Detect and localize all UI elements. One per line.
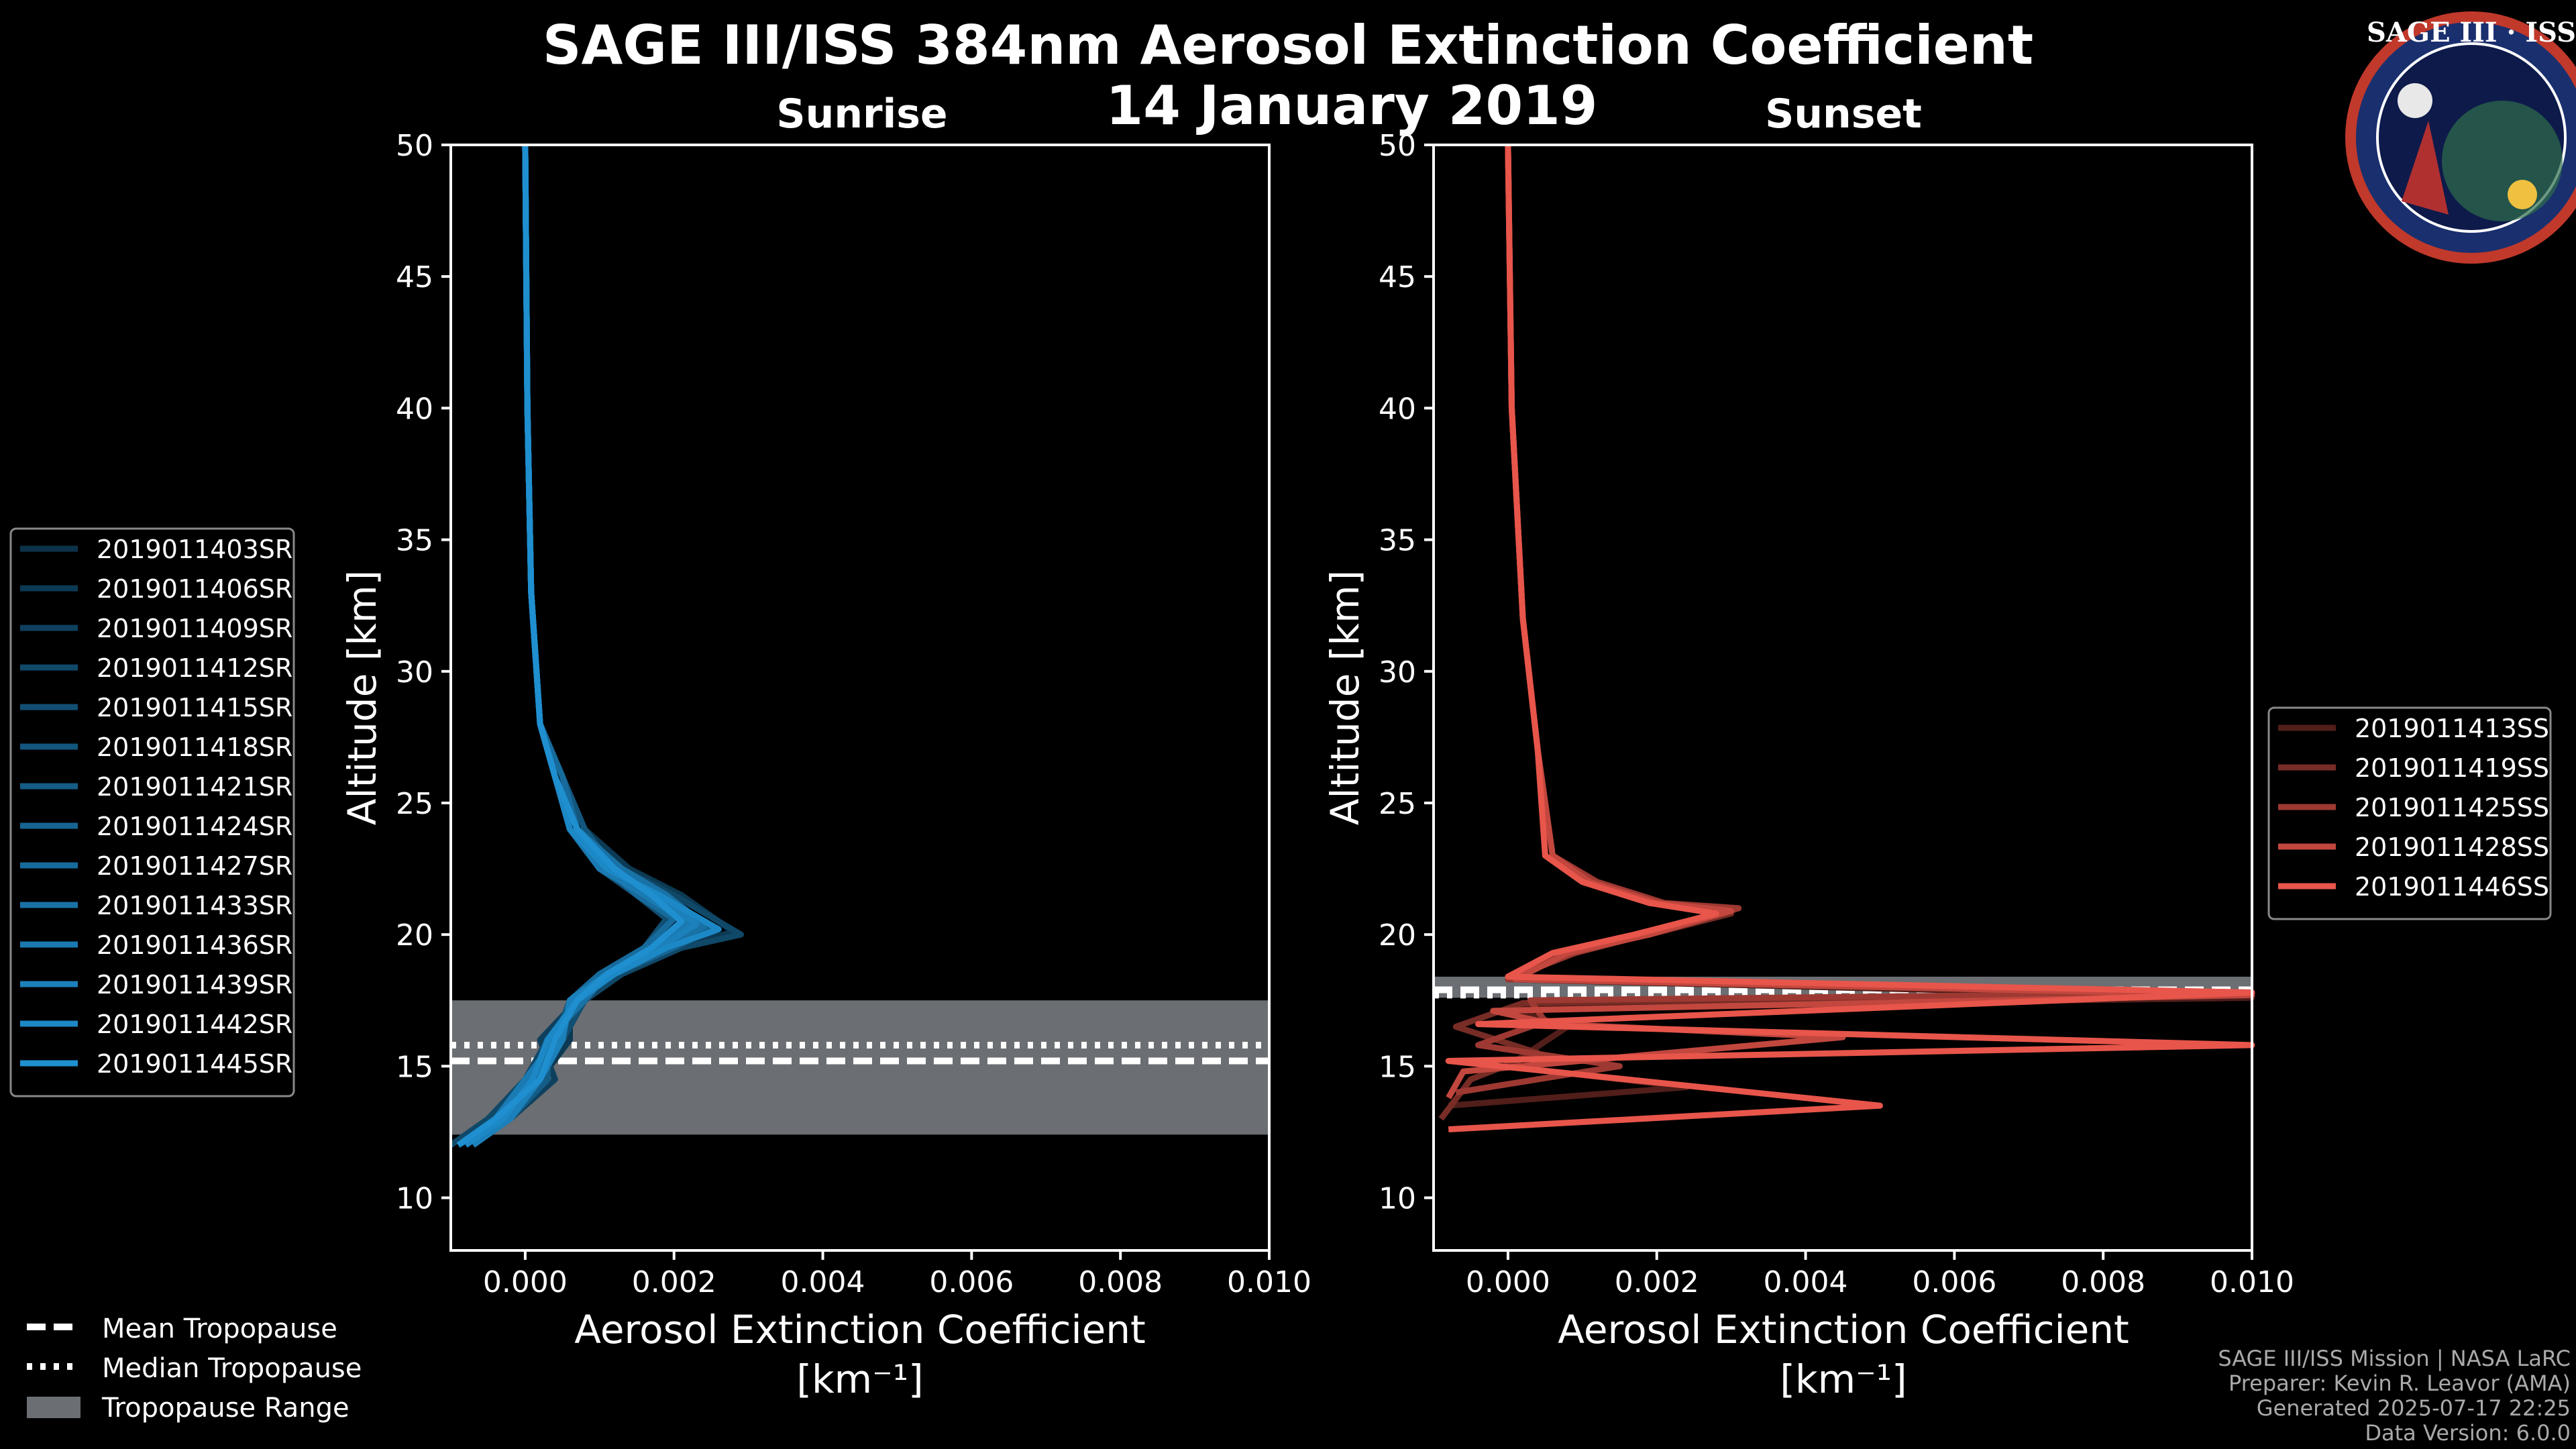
footer-version: Data Version: 6.0.0 [2365,1420,2571,1446]
sunrise-xtick-label: 0.008 [1078,1265,1163,1299]
sunset-xtick-label: 0.010 [2210,1265,2294,1299]
sunrise-xtick-label: 0.000 [483,1265,568,1299]
sunrise-xtick-label: 0.006 [929,1265,1014,1299]
sunrise-ytick-label: 25 [396,787,433,821]
sunset-ytick-label: 35 [1379,524,1416,558]
sunrise-xtick-label: 0.004 [781,1265,865,1299]
sunset-xtick-label: 0.008 [2061,1265,2145,1299]
sunset-legend: 2019011413SS 2019011419SS 2019011425SS 2019… [2267,706,2552,920]
sunset-legend-label: 2019011425SS [2355,793,2549,822]
sunrise-legend-label: 2019011415SR [97,693,292,722]
logo-top-text: SAGE III · ISS [2367,17,2576,48]
sunset-legend-label: 2019011428SS [2355,833,2549,862]
tropopause-range-label: Tropopause Range [101,1393,350,1424]
sunrise-legend-label: 2019011418SR [97,733,292,762]
sunset-plot-frame [1432,144,2253,1252]
sunrise-panel-title: Sunrise [776,91,947,138]
sunrise-legend-label: 2019011409SR [97,614,292,643]
sunrise-legend-label: 2019011433SR [97,891,292,920]
sunrise-x-axis-unit: [km⁻¹] [796,1356,923,1402]
figure-subtitle: 14 January 2019 [1106,74,1598,137]
sunrise-x-axis-label: Aerosol Extinction Coefficient [574,1307,1146,1352]
sunrise-legend-frame [9,527,295,1097]
sunrise-legend-label: 2019011421SR [97,772,292,802]
tropopause-range-swatch [27,1397,80,1418]
sunset-xtick-label: 0.006 [1912,1265,1996,1299]
sunrise-plot-frame [449,144,1271,1252]
figure-title: SAGE III/ISS 384nm Aerosol Extinction Co… [543,14,2033,76]
sunset-panel: Sunset 10 15 20 25 30 35 40 45 50 0.000 0.002 0.004… [1322,91,2294,1402]
sunrise-y-axis-label: Altitude [km] [339,570,385,825]
sunrise-ytick-label: 30 [396,655,433,690]
sunset-x-axis-unit: [km⁻¹] [1780,1356,1907,1402]
sunset-ytick-label: 15 [1379,1050,1416,1084]
sunset-xtick-label: 0.004 [1764,1265,1848,1299]
sunrise-xtick-label: 0.010 [1227,1265,1311,1299]
sage-iii-iss-logo: SAGE III · ISS [2345,11,2576,264]
sunrise-legend: 2019011403SR 2019011406SR 2019011409SR 2019… [9,527,295,1097]
sunset-x-axis-label: Aerosol Extinction Coefficient [1558,1307,2129,1352]
sunrise-legend-label: 2019011427SR [97,851,292,881]
sunrise-ytick-label: 35 [396,524,433,558]
sunset-legend-frame [2267,706,2552,920]
sunset-legend-label: 2019011413SS [2355,714,2549,743]
sunset-legend-label: 2019011446SS [2355,872,2549,902]
sunset-panel-title: Sunset [1765,91,1922,138]
footer-mission: SAGE III/ISS Mission | NASA LaRC [2218,1346,2571,1371]
sunrise-ytick-label: 10 [396,1182,433,1216]
sunset-ytick-label: 25 [1379,787,1416,821]
sunrise-legend-label: 2019011406SR [97,574,292,604]
sunrise-legend-label: 2019011403SR [97,535,292,564]
sunrise-tropopause-range [451,1000,1269,1135]
sunrise-legend-label: 2019011412SR [97,653,292,683]
sunset-xtick-label: 0.002 [1615,1265,1699,1299]
footer-preparer: Preparer: Kevin R. Leavor (AMA) [2229,1371,2571,1396]
sunrise-legend-label: 2019011445SR [97,1049,292,1079]
sunrise-ytick-label: 45 [396,260,433,294]
sunset-y-axis-label: Altitude [km] [1322,570,1368,825]
footer-generated: Generated 2025-07-17 22:25 [2257,1395,2571,1421]
tropopause-legend: Mean Tropopause Median Tropopause Tropop… [27,1313,362,1424]
sunrise-xtick-label: 0.002 [632,1265,716,1299]
mean-tropopause-label: Mean Tropopause [102,1313,337,1344]
sunrise-ytick-label: 15 [396,1050,433,1084]
sunrise-ytick-label: 50 [396,129,433,163]
sunset-ytick-label: 30 [1379,655,1416,690]
sunrise-ytick-label: 20 [396,918,433,953]
sunset-ytick-label: 40 [1379,392,1416,426]
sunrise-legend-label: 2019011424SR [97,812,292,841]
sunrise-legend-label: 2019011442SR [97,1010,292,1039]
sunset-ytick-label: 50 [1379,129,1416,163]
sunset-ytick-label: 10 [1379,1182,1416,1216]
sunrise-ytick-label: 40 [396,392,433,426]
sunset-xtick-label: 0.000 [1466,1265,1550,1299]
sunset-profile-2019011446SS [1445,144,2255,1132]
sunrise-legend-label: 2019011439SR [97,970,292,1000]
sunrise-panel: Sunrise 10 15 20 25 30 35 40 45 50 0.000 0.002 0.00… [339,91,1311,1402]
sunset-legend-label: 2019011419SS [2355,753,2549,783]
sunset-ytick-label: 45 [1379,260,1416,294]
median-tropopause-label: Median Tropopause [102,1353,362,1384]
sunset-ytick-label: 20 [1379,918,1416,953]
footer-credits: SAGE III/ISS Mission | NASA LaRC Prepare… [2218,1346,2571,1446]
sunrise-legend-label: 2019011436SR [97,930,292,960]
sunrise-profile-2019011445SR [456,144,685,1148]
